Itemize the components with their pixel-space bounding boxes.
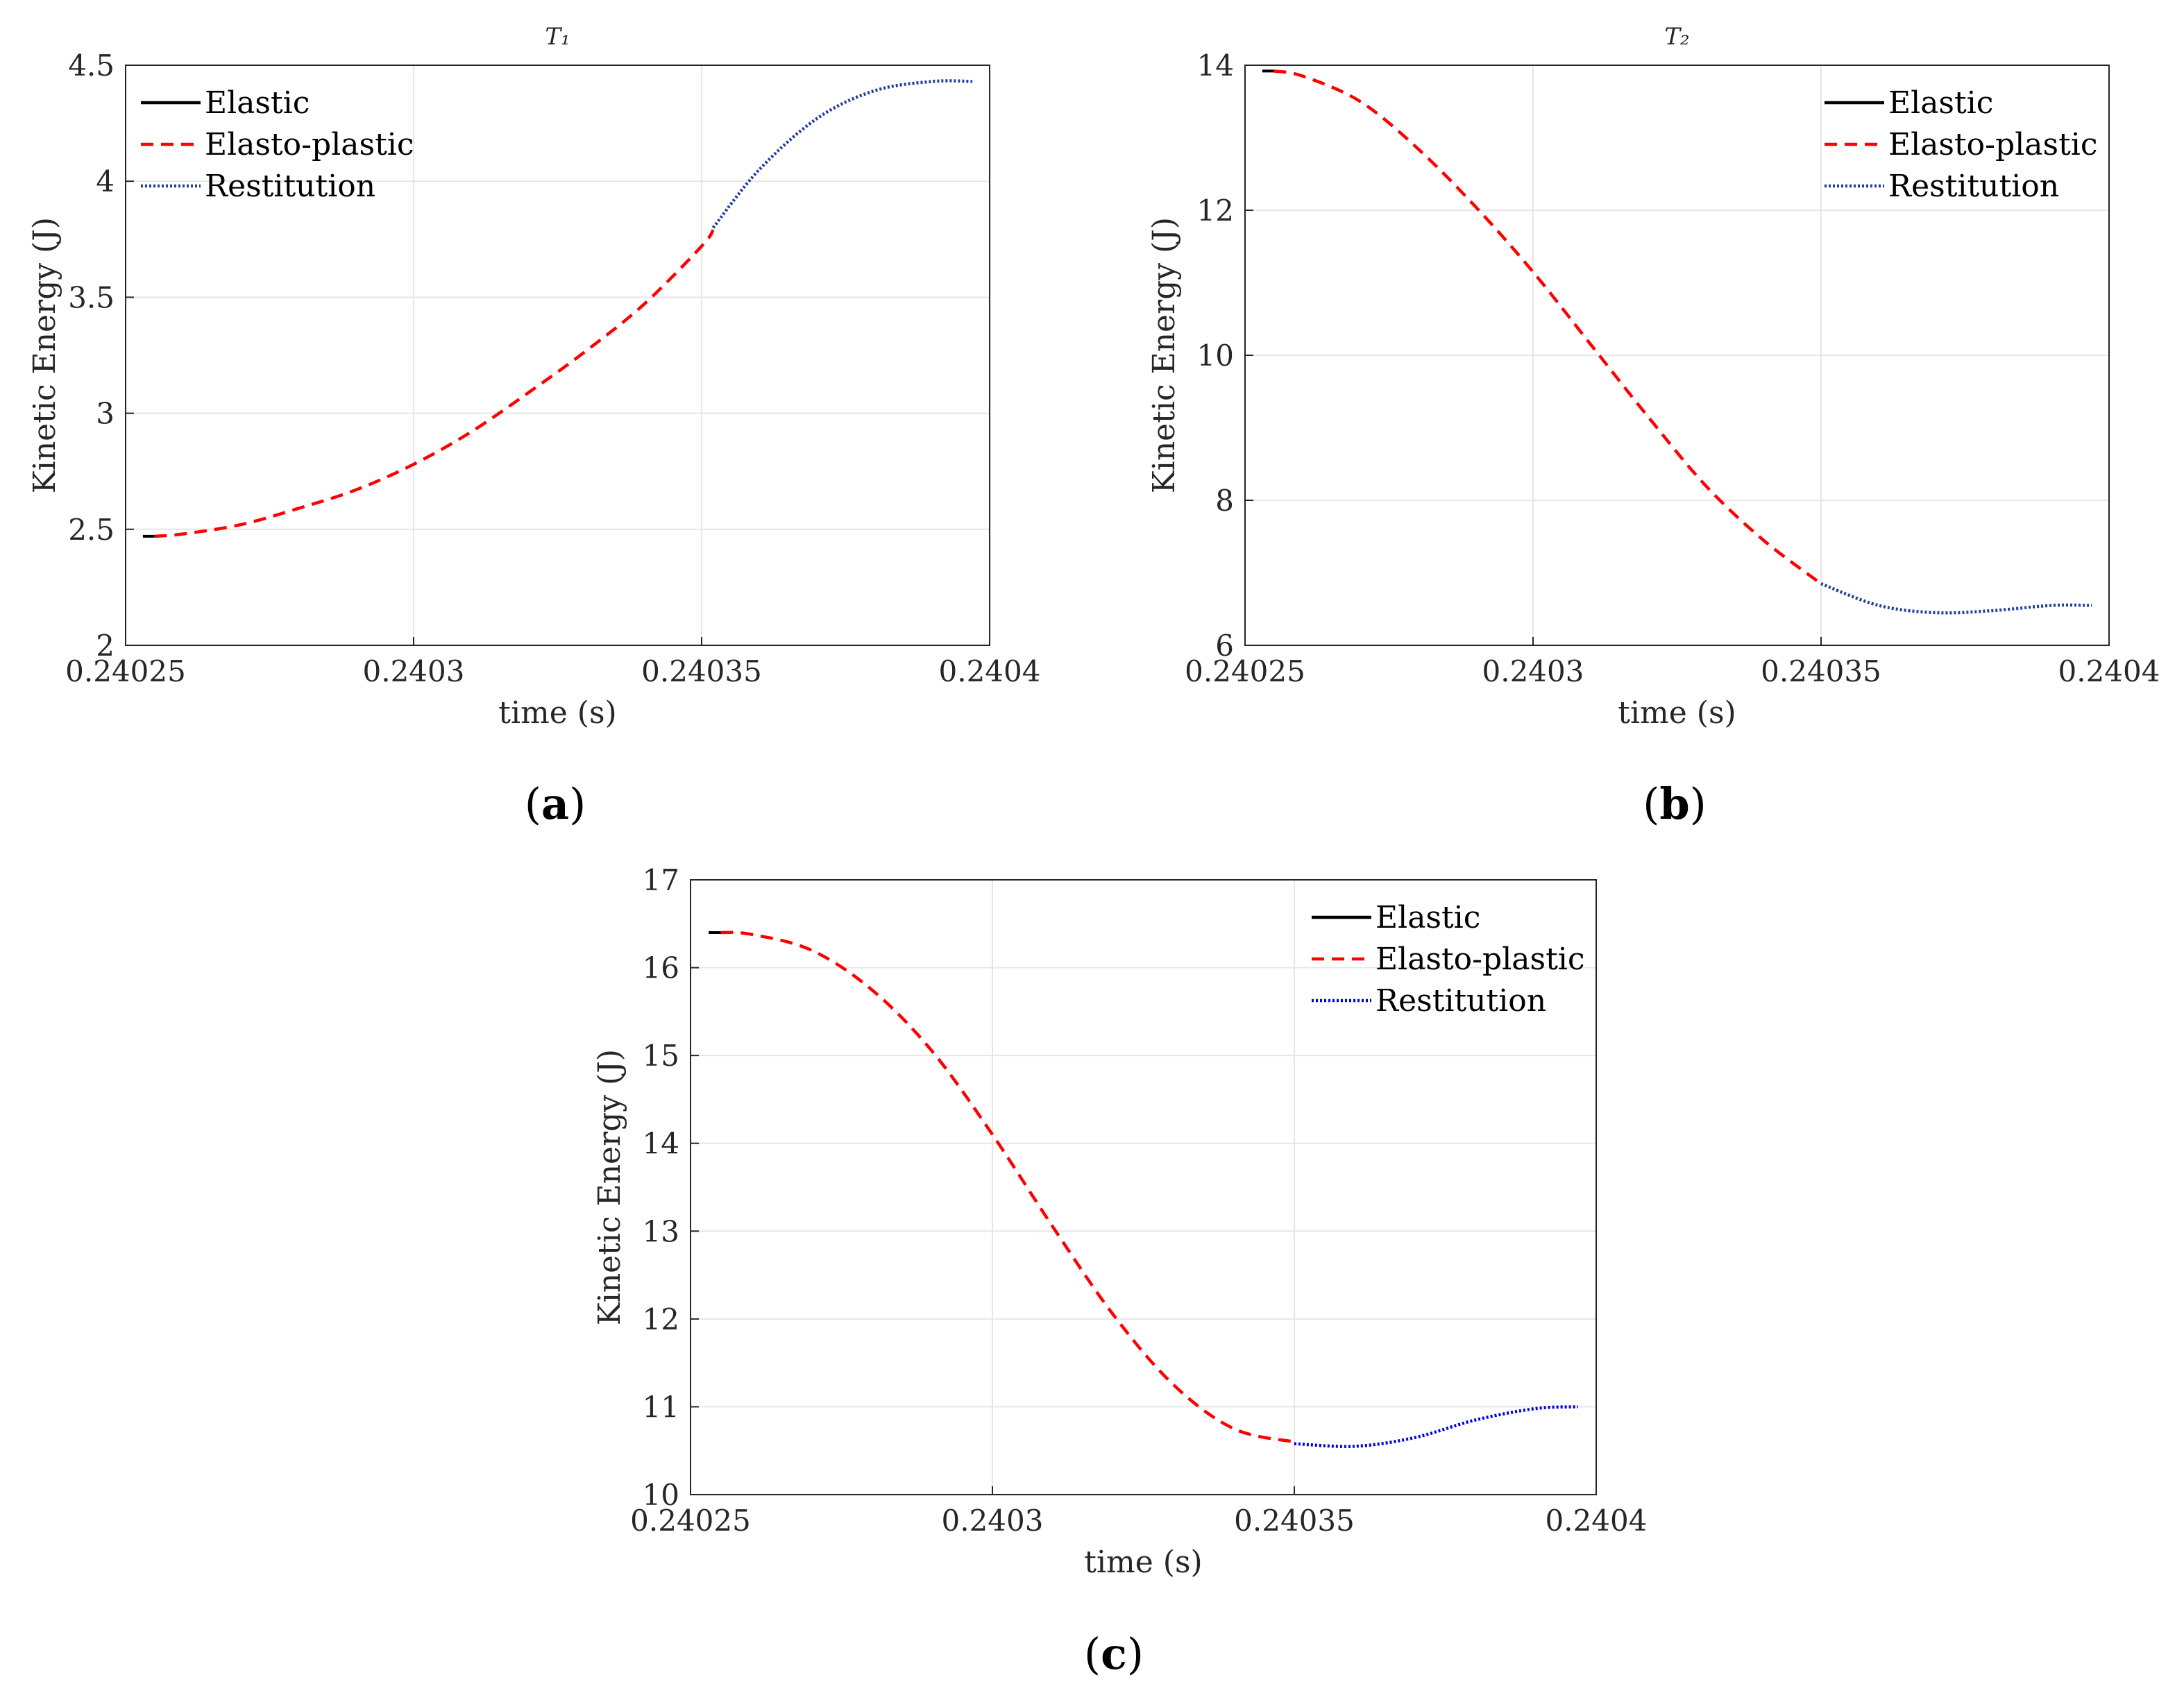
y-tick-label: 2.5 bbox=[68, 513, 115, 547]
y-tick-label: 12 bbox=[643, 1302, 679, 1336]
legend: Elastic Elasto-plastic Restitution bbox=[1825, 85, 2098, 204]
legend-label-restitution: Restitution bbox=[205, 169, 375, 204]
caption-a: (a) bbox=[525, 779, 586, 829]
chart-panel-a: 0.24025 0.2403 0.24035 0.2404 2 2.5 3 3.5 4 4.5 ti… bbox=[27, 23, 1040, 731]
chart-title: T₂ bbox=[1664, 23, 1689, 51]
series-line-restitution bbox=[711, 79, 973, 229]
y-tick-label: 17 bbox=[643, 863, 679, 897]
legend-label-elastic: Elastic bbox=[1375, 900, 1480, 935]
x-tick-label: 0.2404 bbox=[1546, 1504, 1648, 1538]
y-tick-label: 3 bbox=[96, 397, 115, 431]
axes-box bbox=[690, 879, 1597, 1495]
y-tick-label: 4 bbox=[96, 164, 115, 198]
y-tick-label: 12 bbox=[1197, 194, 1234, 228]
x-tick-label: 0.2403 bbox=[942, 1504, 1044, 1538]
y-tick-label: 8 bbox=[1215, 484, 1234, 518]
legend-label-elasto-plastic: Elasto-plastic bbox=[1888, 127, 2098, 162]
y-tick-label: 3.5 bbox=[68, 280, 115, 314]
series-line-elasto-plastic bbox=[720, 930, 1295, 1444]
y-tick-label: 10 bbox=[1197, 339, 1234, 373]
x-tick-label: 0.24035 bbox=[641, 654, 762, 688]
legend: Elastic Elasto-plastic Restitution bbox=[141, 85, 414, 204]
series-line-elasto-plastic bbox=[154, 229, 715, 538]
legend: Elastic Elasto-plastic Restitution bbox=[1312, 900, 1585, 1019]
legend-label-elastic: Elastic bbox=[205, 85, 310, 121]
y-tick-label: 15 bbox=[643, 1039, 679, 1073]
series-line-restitution bbox=[1294, 1405, 1578, 1448]
legend-label-restitution: Restitution bbox=[1888, 169, 2059, 204]
y-axis-label: Kinetic Energy (J) bbox=[1146, 217, 1182, 493]
x-tick-label: 0.24035 bbox=[1761, 654, 1881, 688]
caption-b: (b) bbox=[1643, 779, 1707, 829]
legend-label-restitution: Restitution bbox=[1375, 983, 1546, 1019]
y-tick-label: 14 bbox=[643, 1127, 679, 1161]
y-tick-label: 16 bbox=[643, 951, 679, 985]
x-tick-label: 0.2404 bbox=[939, 654, 1041, 688]
y-axis-label: Kinetic Energy (J) bbox=[592, 1049, 627, 1325]
axes-box bbox=[125, 65, 990, 646]
caption-a-letter: a bbox=[541, 779, 569, 829]
y-tick-label: 4.5 bbox=[68, 49, 115, 83]
y-axis-label: Kinetic Energy (J) bbox=[27, 217, 62, 493]
series-line-restitution bbox=[1820, 582, 2092, 615]
legend-label-elasto-plastic: Elasto-plastic bbox=[205, 127, 414, 162]
chart-panel-b: 0.24025 0.2403 0.24035 0.2404 6 8 10 12 14 time (… bbox=[1146, 23, 2160, 731]
x-tick-label: 0.24025 bbox=[65, 654, 186, 688]
x-tick-label: 0.24035 bbox=[1234, 1504, 1355, 1538]
x-tick-label: 0.2404 bbox=[2058, 654, 2160, 688]
x-tick-label: 0.24025 bbox=[630, 1504, 751, 1538]
x-tick-label: 0.24025 bbox=[1185, 654, 1305, 688]
y-tick-label: 13 bbox=[643, 1214, 679, 1248]
y-tick-label: 10 bbox=[643, 1478, 679, 1512]
x-axis-label: time (s) bbox=[1084, 1545, 1202, 1580]
x-axis-label: time (s) bbox=[1618, 695, 1736, 731]
caption-b-letter: b bbox=[1659, 779, 1689, 829]
x-tick-label: 0.2403 bbox=[363, 654, 465, 688]
y-tick-label: 6 bbox=[1215, 629, 1234, 663]
chart-title: T₁ bbox=[545, 23, 570, 51]
caption-c: (c) bbox=[1084, 1629, 1144, 1679]
y-tick-label: 14 bbox=[1197, 49, 1234, 83]
y-tick-label: 2 bbox=[96, 629, 115, 663]
chart-panel-c: 0.24025 0.2403 0.24035 0.2404 10 11 12 13 14 15 16… bbox=[592, 863, 1647, 1580]
series-line-elasto-plastic bbox=[1273, 69, 1822, 585]
plot-area bbox=[126, 65, 990, 645]
x-axis-label: time (s) bbox=[498, 695, 616, 731]
legend-label-elasto-plastic: Elasto-plastic bbox=[1375, 942, 1585, 977]
legend-label-elastic: Elastic bbox=[1888, 85, 1993, 121]
caption-c-letter: c bbox=[1101, 1629, 1127, 1679]
y-tick-label: 11 bbox=[643, 1390, 679, 1424]
x-tick-label: 0.2403 bbox=[1482, 654, 1584, 688]
plot-area bbox=[691, 880, 1596, 1495]
